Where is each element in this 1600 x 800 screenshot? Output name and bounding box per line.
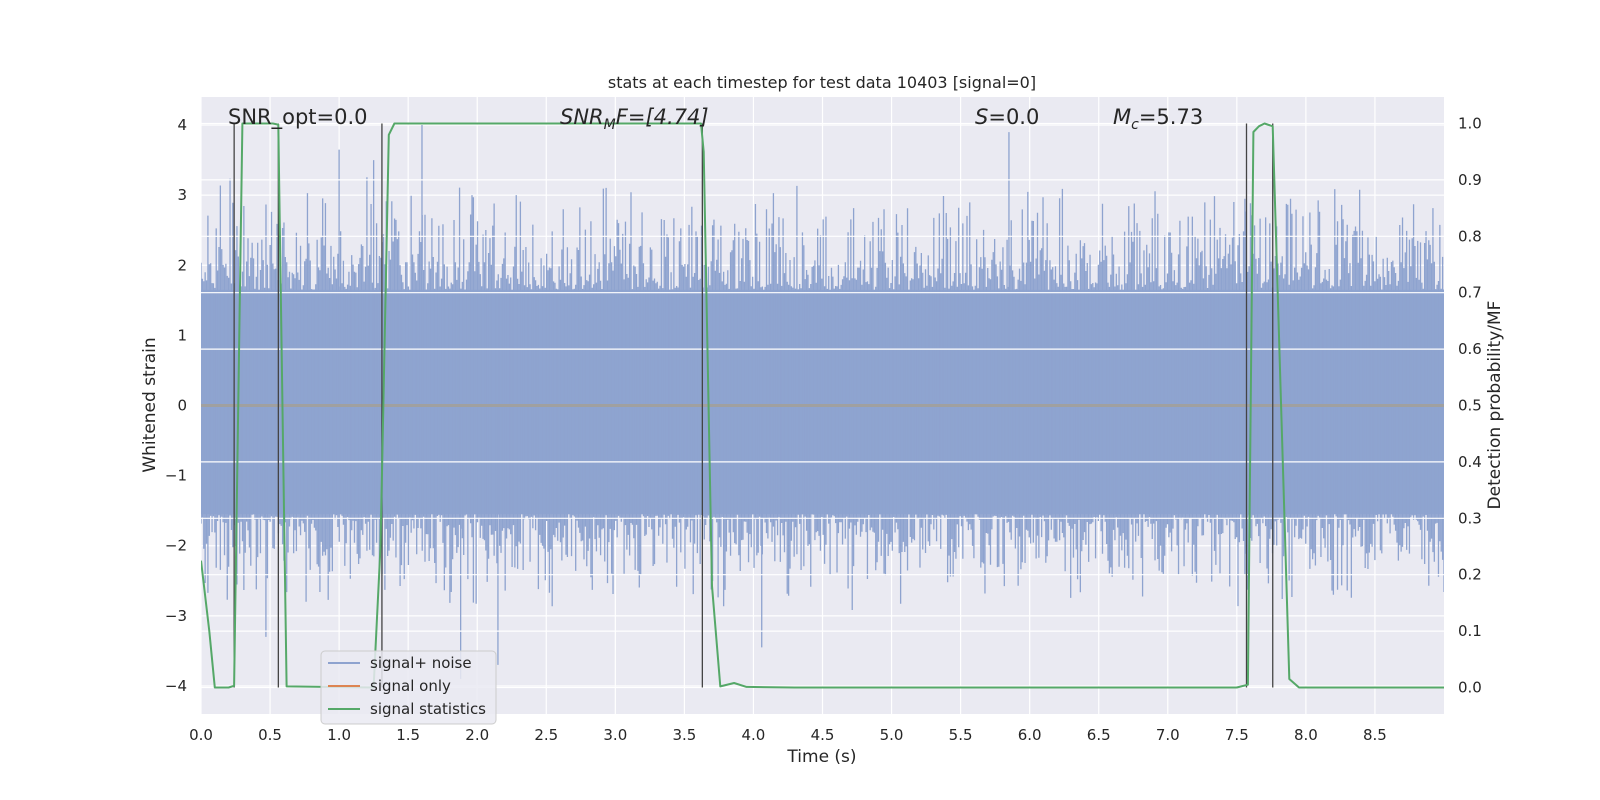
y-right-tick-label: 0.7: [1458, 284, 1482, 302]
annotation-s-label: S: [975, 105, 988, 129]
y-right-tick-label: 0.0: [1458, 678, 1482, 696]
y-right-tick-label: 0.8: [1458, 227, 1482, 245]
y-left-tick-label: 1: [177, 326, 187, 344]
y-left-tick-label: −3: [165, 607, 187, 625]
x-tick-label: 0.5: [258, 726, 282, 744]
tick-labels: 0.0 0.5 1.0 1.5 2.0 2.5 3.0 3.5 4.0 4.5 5.0 5.5 6.0 6…: [165, 115, 1482, 744]
x-axis-title: Time (s): [786, 747, 856, 767]
y-right-tick-label: 0.3: [1458, 509, 1482, 527]
legend-label-statistics: signal statistics: [370, 700, 486, 718]
signal-noise-series: [201, 125, 1444, 679]
legend-box: [320, 650, 497, 725]
signal-statistics-series: [201, 122, 1444, 689]
annotation-s: S=0.0: [975, 105, 1039, 129]
y-left-axis-title: Whitened strain: [140, 337, 160, 472]
y-left-tick-label: 3: [177, 186, 187, 204]
x-tick-label: 4.5: [811, 726, 835, 744]
x-tick-label: 1.5: [396, 726, 420, 744]
x-tick-label: 7.0: [1156, 726, 1180, 744]
chart-title: stats at each timestep for test data 104…: [608, 73, 1036, 92]
annotation-s-value: =0.0: [988, 105, 1039, 129]
y-left-tick-label: −1: [165, 467, 187, 485]
x-tick-label: 3.0: [603, 726, 627, 744]
y-right-tick-label: 0.6: [1458, 340, 1482, 358]
annotation-snr-opt: SNR_opt=0.0: [228, 105, 368, 130]
x-tick-label: 1.0: [327, 726, 351, 744]
legend-label-noise: signal+ noise: [370, 654, 472, 672]
annotation-mc: Mc=5.73: [1113, 105, 1203, 133]
y-right-tick-label: 1.0: [1458, 115, 1482, 133]
x-tick-label: 7.5: [1225, 726, 1249, 744]
y-right-tick-label: 0.1: [1458, 622, 1482, 640]
annotation-snr-mf-sub: M: [604, 117, 616, 133]
x-tick-label: 4.0: [742, 726, 766, 744]
x-tick-label: 5.5: [949, 726, 973, 744]
annotation-snr-mf: SNRMF=[4.74]: [560, 105, 709, 133]
annotation-mc-sub: c: [1131, 117, 1139, 133]
legend-label-signal: signal only: [370, 677, 451, 695]
x-tick-label: 3.5: [672, 726, 696, 744]
y-left-tick-label: −2: [165, 537, 187, 555]
y-left-tick-label: 0: [177, 397, 187, 415]
x-tick-label: 0.0: [189, 726, 213, 744]
annotation-snr-mf-rest: F=[4.74]: [616, 105, 709, 129]
x-tick-label: 6.0: [1018, 726, 1042, 744]
signal-statistics-line: [201, 122, 1444, 689]
y-left-tick-label: 4: [177, 116, 187, 134]
y-right-tick-label: 0.9: [1458, 171, 1482, 189]
x-tick-label: 8.0: [1294, 726, 1318, 744]
y-left-tick-label: 2: [177, 256, 187, 274]
x-tick-label: 5.0: [880, 726, 904, 744]
x-tick-label: 2.5: [534, 726, 558, 744]
annotation-mc-value: =5.73: [1139, 105, 1203, 129]
y-right-tick-label: 0.2: [1458, 566, 1482, 584]
x-tick-label: 6.5: [1087, 726, 1111, 744]
x-tick-label: 8.5: [1363, 726, 1387, 744]
y-right-tick-label: 0.4: [1458, 453, 1482, 471]
noise-trace: [201, 125, 1444, 679]
vertical-markers: [233, 123, 1274, 688]
annotation-mc-prefix: M: [1113, 105, 1131, 129]
legend: signal+ noise signal only signal statist…: [320, 650, 497, 725]
y-right-tick-label: 0.5: [1458, 397, 1482, 415]
y-right-axis-title: Detection probability/MF: [1485, 301, 1505, 510]
x-tick-label: 2.0: [465, 726, 489, 744]
y-left-tick-label: −4: [165, 677, 187, 695]
annotation-snr-mf-prefix: SNR: [560, 105, 604, 129]
